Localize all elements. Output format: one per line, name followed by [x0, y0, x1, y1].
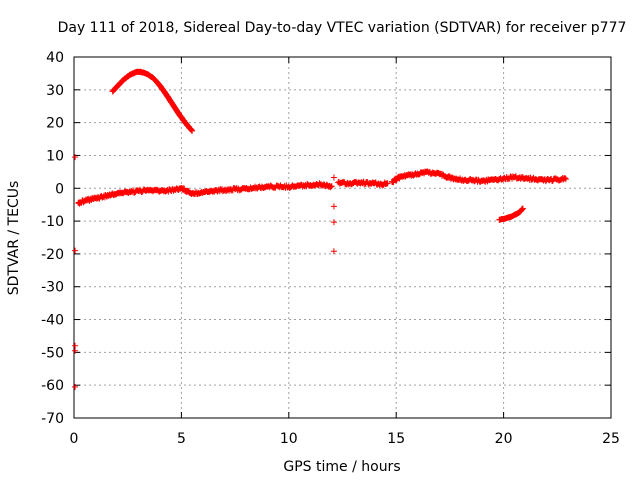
outlier-point	[330, 219, 337, 226]
x-tick-label: 10	[280, 431, 298, 447]
y-tick-label: 20	[46, 116, 64, 132]
data-point	[412, 170, 419, 177]
axis-ticks: 0 5 10 15 20 25 -70 -60 -50 -40 -30 -20 -10 0 10 20 30 40	[41, 50, 620, 447]
y-tick-label: -30	[41, 280, 64, 296]
y-tick-label: -60	[41, 378, 64, 394]
y-tick-label: 40	[46, 50, 64, 66]
y-tick-label: -10	[41, 214, 64, 230]
data-point	[328, 183, 335, 190]
y-tick-label: -20	[41, 247, 64, 263]
series-band-right	[388, 168, 569, 186]
y-tick-label: -70	[41, 411, 64, 427]
chart-title: Day 111 of 2018, Sidereal Day-to-day VTE…	[58, 20, 627, 36]
x-tick-label: 0	[70, 431, 79, 447]
y-tick-label: -50	[41, 345, 64, 361]
data-point	[519, 205, 526, 212]
x-tick-label: 5	[177, 431, 186, 447]
y-tick-label: 30	[46, 83, 64, 99]
data-point	[383, 180, 390, 187]
plot-frame	[73, 56, 612, 419]
series-band-mid	[335, 178, 391, 189]
outlier-point	[72, 383, 79, 390]
series-main-band	[75, 180, 335, 207]
y-tick-label: 0	[55, 181, 64, 197]
outlier-point	[330, 203, 337, 210]
data-points	[72, 68, 569, 390]
series-arc-low	[496, 205, 526, 223]
grid-lines	[74, 57, 611, 418]
data-point	[383, 180, 390, 187]
x-axis-label: GPS time / hours	[283, 459, 400, 475]
data-point	[327, 184, 334, 191]
y-axis-label: SDTVAR / TECUs	[6, 181, 22, 296]
outlier-point	[72, 154, 79, 161]
x-tick-label: 25	[602, 431, 620, 447]
series-arc-high	[109, 68, 196, 134]
series-outliers	[72, 154, 337, 390]
outlier-point	[330, 248, 337, 255]
y-tick-label: -40	[41, 313, 64, 329]
y-tick-label: 10	[46, 148, 64, 164]
outlier-point	[330, 174, 337, 181]
outlier-point	[72, 347, 79, 354]
outlier-point	[72, 247, 79, 254]
data-point	[562, 175, 569, 182]
x-tick-label: 15	[387, 431, 405, 447]
data-point	[188, 127, 195, 134]
x-tick-label: 20	[495, 431, 513, 447]
